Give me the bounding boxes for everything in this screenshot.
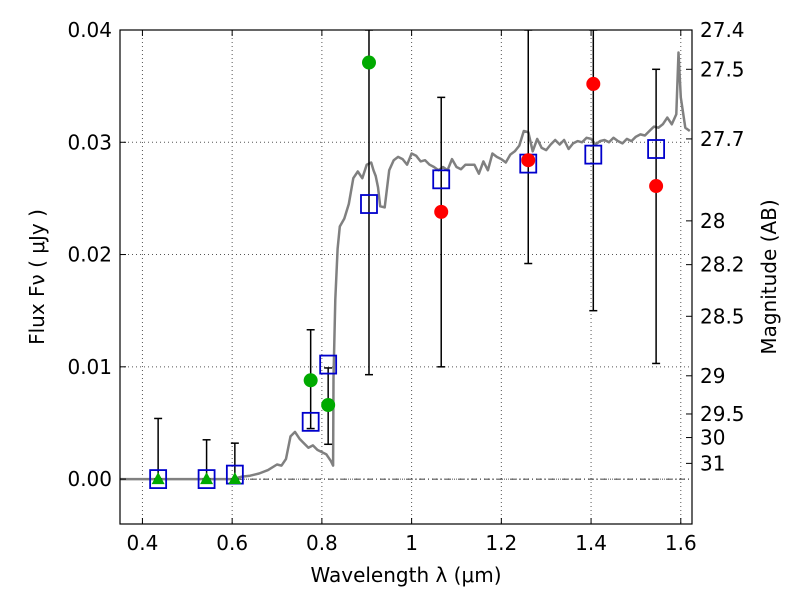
y-axis-label: Flux Fν ( μJy ) <box>25 209 49 345</box>
model-photometry-square <box>647 139 666 159</box>
observed-circle-marker <box>361 55 376 70</box>
magnitude-tick-label: 30 <box>700 426 725 450</box>
axes: 0.4 0.6 0.8 1 1.2 1.4 1.6 0.00 0.01 0.02 0.03 0.04 2… <box>67 18 744 555</box>
observed-triangle-marker <box>151 472 165 485</box>
magnitude-tick-label: 28.5 <box>700 304 745 328</box>
model-photometry-square <box>149 469 168 489</box>
observed-circle-marker <box>649 179 664 194</box>
magnitude-tick-label: 28 <box>700 209 725 233</box>
x-tick-label: 1 <box>405 531 418 555</box>
observed-circle-marker <box>321 397 336 412</box>
model-photometry-square <box>197 469 216 489</box>
magnitude-tick-label: 27.5 <box>700 57 745 81</box>
observed-circle-marker <box>521 153 536 168</box>
observed-triangle-marker <box>200 472 214 485</box>
x-tick-label: 0.6 <box>216 531 248 555</box>
y-tick-label: 0.03 <box>67 130 112 154</box>
model-photometry-square <box>584 144 603 165</box>
y-tick-label: 0.01 <box>67 355 112 379</box>
y-tick-label: 0.00 <box>67 467 112 491</box>
observed-circle-marker <box>586 76 601 91</box>
x-tick-label: 0.4 <box>127 531 159 555</box>
magnitude-tick-label: 29.5 <box>700 402 745 426</box>
model-photometry-square <box>360 194 378 214</box>
y2-axis-label: Magnitude (AB) <box>757 199 781 354</box>
model-photometry-square <box>319 354 338 375</box>
magnitude-tick-label: 28.2 <box>700 253 745 277</box>
observed-circle-marker <box>434 204 449 219</box>
x-axis-label: Wavelength λ (μm) <box>310 563 501 587</box>
magnitude-tick-label: 31 <box>700 451 725 475</box>
magnitude-tick-label: 27.4 <box>700 18 745 42</box>
x-tick-label: 1.4 <box>575 531 607 555</box>
magnitude-tick-label: 29 <box>700 364 725 388</box>
magnitude-tick-label: 27.7 <box>700 127 745 151</box>
observed-circle-marker <box>303 373 318 388</box>
plot-area <box>120 30 691 489</box>
plot-inner <box>120 30 691 489</box>
model-spectrum-line <box>120 51 691 481</box>
x-tick-label: 1.2 <box>485 531 517 555</box>
model-photometry-square <box>301 411 320 432</box>
x-tick-label: 0.8 <box>306 531 338 555</box>
model-photometry-square <box>432 169 451 190</box>
grid <box>120 29 692 524</box>
plot-frame <box>119 29 693 525</box>
y-tick-label: 0.04 <box>67 18 112 42</box>
y-tick-label: 0.02 <box>67 243 112 267</box>
x-tick-label: 1.6 <box>665 531 697 555</box>
observed-triangle-marker <box>228 472 242 485</box>
